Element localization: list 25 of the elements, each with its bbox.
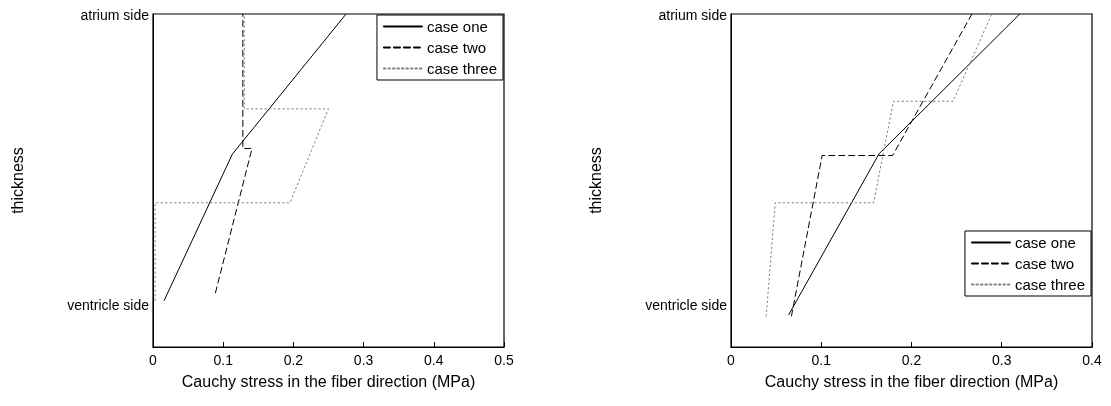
x-tick-label: 0.1 <box>213 352 234 368</box>
x-tick-label: 0.1 <box>811 352 832 368</box>
x-axis-title: Cauchy stress in the fiber direction (MPa) <box>764 372 1059 390</box>
legend-label: case one <box>1014 234 1076 251</box>
x-tick-label: 0.2 <box>283 352 304 368</box>
x-tick-label: 0.5 <box>494 352 514 368</box>
x-tick-label: 0 <box>727 352 736 368</box>
x-tick-label: 0 <box>149 352 158 368</box>
legend-label: case one <box>426 18 488 35</box>
x-tick-label: 0.2 <box>901 352 922 368</box>
legend-label: case three <box>1014 276 1086 293</box>
x-tick-label: 0.4 <box>1082 352 1102 368</box>
legend-label: case three <box>426 60 498 77</box>
x-tick-label: 0.4 <box>424 352 444 368</box>
text: ventricle side <box>67 297 150 313</box>
x-axis-title: Cauchy stress in the fiber direction (MPa) <box>181 372 476 390</box>
x-tick-label: 0.3 <box>353 352 374 368</box>
y-axis-title: thickness <box>8 147 26 214</box>
text: atrium side <box>658 7 728 23</box>
legend-label: case two <box>426 39 487 56</box>
y-axis-title: thickness <box>586 147 604 214</box>
text: ventricle side <box>645 297 728 313</box>
text: atrium side <box>80 7 150 23</box>
x-tick-label: 0.3 <box>992 352 1012 368</box>
legend-label: case two <box>1014 255 1075 272</box>
